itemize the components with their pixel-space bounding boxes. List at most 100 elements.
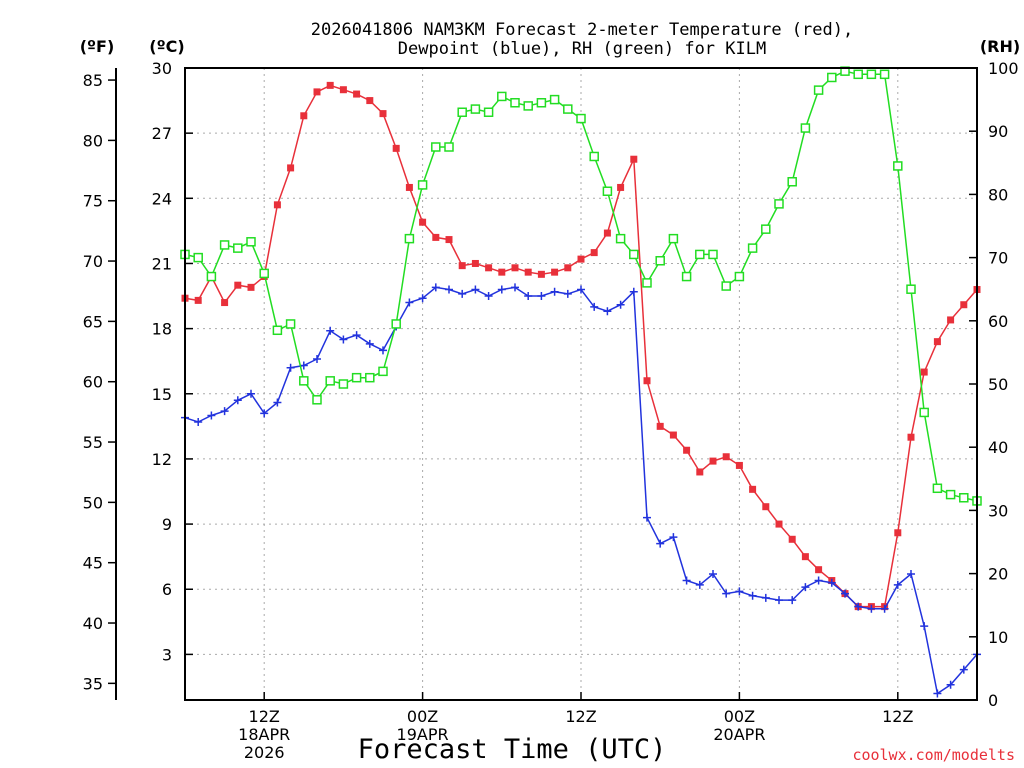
fahrenheit-tick-label: 35: [83, 674, 103, 693]
dewpoint-point: [841, 589, 849, 598]
dewpoint-point: [220, 407, 229, 416]
dewpoint-point: [669, 533, 678, 542]
temperature-point: [445, 236, 453, 244]
temperature-point: [801, 553, 809, 561]
dewpoint-point: [933, 689, 942, 698]
temperature-point: [471, 259, 479, 267]
fahrenheit-tick-label: 55: [83, 433, 103, 452]
celsius-tick-label: 24: [152, 189, 172, 208]
temperature-point: [234, 281, 242, 289]
dewpoint-point: [233, 396, 242, 405]
celsius-tick-label: 15: [152, 385, 172, 404]
relative-humidity-point: [351, 372, 362, 383]
x-tick-year: 2026: [244, 743, 285, 762]
dewpoint-point: [854, 602, 863, 611]
x-axis-label: Forecast Time (UTC): [358, 734, 667, 765]
rh-tick-label: 70: [988, 249, 1008, 268]
relative-humidity-point: [338, 379, 349, 389]
relative-humidity-point: [497, 91, 507, 102]
temperature-point: [762, 503, 770, 511]
temperature-point: [326, 81, 334, 89]
chart-title-line-2: Dewpoint (blue), RH (green) for KILM: [398, 39, 766, 59]
rh-tick-label: 50: [988, 375, 1008, 394]
relative-humidity-point: [668, 233, 679, 244]
relative-humidity-point: [576, 113, 586, 124]
axes: 3 6 9 12 15 18 21 24 27 30 35 40 45 50 55 60 65 70 75 80 85 0…: [83, 59, 1019, 762]
temperature-point: [273, 201, 281, 209]
temperature-point: [498, 268, 506, 276]
relative-humidity-point: [378, 366, 388, 377]
fahrenheit-tick-label: 60: [83, 373, 103, 392]
dewpoint-point: [471, 285, 480, 294]
temperature-point: [603, 229, 611, 237]
relative-humidity-point: [483, 107, 494, 117]
rh-tick-label: 100: [988, 59, 1019, 78]
dewpoint-point: [814, 576, 823, 585]
relative-humidity-point: [695, 249, 705, 260]
relative-humidity-point: [721, 281, 731, 291]
temperature-point: [696, 468, 704, 476]
relative-humidity-point: [906, 284, 916, 294]
temperature-point: [815, 566, 823, 574]
relative-humidity-point: [589, 151, 599, 162]
x-tick-date: 19APR: [397, 725, 449, 744]
rh-tick-label: 10: [988, 628, 1008, 647]
relative-humidity-point: [734, 271, 745, 282]
series-layer: [180, 66, 982, 698]
temperature-point: [960, 301, 968, 309]
dewpoint-point: [497, 285, 506, 294]
celsius-axis-unit: (ºC): [149, 37, 184, 56]
relative-humidity-point: [549, 94, 560, 105]
relative-humidity-point: [563, 104, 573, 114]
rh-tick-label: 0: [988, 691, 998, 710]
fahrenheit-tick-label: 85: [83, 71, 103, 90]
fahrenheit-tick-label: 50: [83, 493, 103, 512]
dewpoint-point: [682, 576, 691, 585]
fahrenheit-tick-label: 75: [83, 192, 103, 211]
dewpoint-point: [801, 583, 810, 592]
temperature-point: [749, 485, 757, 493]
dewpoint-point: [788, 596, 797, 605]
relative-humidity-point: [431, 142, 441, 152]
temperature-point: [735, 461, 743, 469]
relative-humidity-point: [404, 233, 415, 244]
dewpoint-point: [920, 622, 929, 631]
relative-humidity-point: [747, 243, 758, 253]
dewpoint-point: [299, 361, 308, 370]
dewpoint-point: [365, 339, 374, 348]
relative-humidity-series: [180, 66, 982, 506]
dewpoint-point: [352, 331, 361, 340]
relative-humidity-point: [893, 161, 903, 171]
dewpoint-point: [643, 513, 651, 522]
dewpoint-point: [616, 300, 625, 309]
relative-humidity-point: [312, 395, 322, 405]
x-tick-label: 12Z: [249, 707, 280, 726]
relative-humidity-point: [813, 85, 824, 95]
dewpoint-point: [550, 287, 559, 296]
relative-humidity-point: [932, 483, 943, 494]
dewpoint-point: [907, 570, 915, 579]
temperature-point: [722, 453, 730, 461]
dewpoint-point: [511, 283, 519, 292]
dewpoint-point: [405, 298, 414, 307]
temperature-point: [221, 299, 229, 307]
relative-humidity-point: [615, 233, 626, 244]
dewpoint-point: [431, 283, 440, 292]
relative-humidity-point: [853, 69, 863, 80]
relative-humidity-point: [325, 376, 335, 386]
relative-humidity-point: [800, 123, 811, 133]
dewpoint-point: [629, 287, 638, 296]
x-tick-label: 12Z: [565, 707, 596, 726]
dewpoint-point: [893, 580, 902, 589]
relative-humidity-point: [417, 180, 428, 190]
relative-humidity-point: [233, 243, 243, 253]
temperature-point: [300, 112, 308, 120]
temperature-point: [920, 368, 928, 376]
celsius-tick-label: 3: [162, 645, 172, 664]
relative-humidity-point: [365, 372, 375, 383]
temperature-point: [669, 431, 677, 439]
dewpoint-point: [577, 285, 585, 294]
relative-humidity-point: [959, 493, 969, 503]
relative-humidity-point: [919, 407, 929, 418]
dewpoint-point: [194, 418, 203, 427]
